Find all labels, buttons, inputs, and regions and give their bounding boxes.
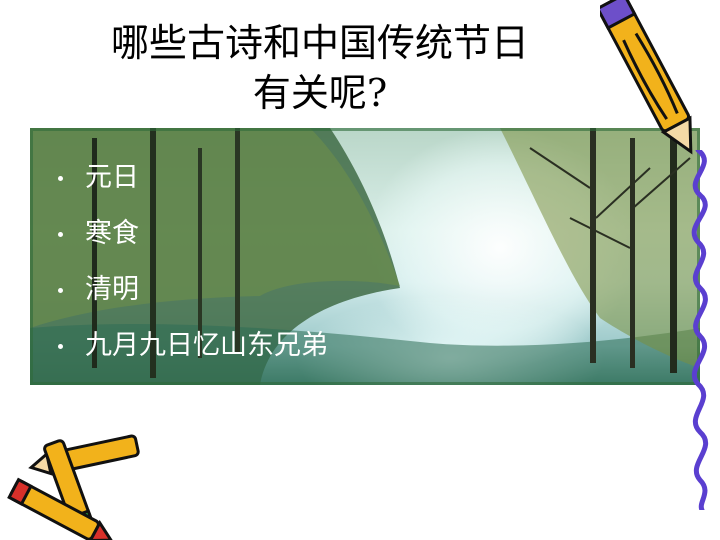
list-item-label: 元日 xyxy=(85,162,139,193)
list-item-label: 寒食 xyxy=(85,218,139,249)
bullet-icon xyxy=(58,343,63,349)
list-item-label: 清明 xyxy=(85,274,139,305)
bullet-icon xyxy=(58,287,63,293)
bullet-icon xyxy=(58,175,63,181)
bullet-icon xyxy=(58,231,63,237)
list-item: 寒食 xyxy=(58,206,328,262)
list-item: 元日 xyxy=(58,150,328,206)
slide-title: 哪些古诗和中国传统节日 有关呢? xyxy=(60,18,580,118)
title-line-1: 哪些古诗和中国传统节日 xyxy=(110,21,529,65)
purple-squiggle-border xyxy=(691,150,709,510)
misty-lake-photo xyxy=(30,128,700,385)
crayons-icon xyxy=(7,434,140,540)
pencil-icon xyxy=(600,0,693,155)
list-item-label: 九月九日忆山东兄弟 xyxy=(85,330,328,361)
festival-poem-list: 元日 寒食 清明 九月九日忆山东兄弟 xyxy=(58,150,328,374)
list-item: 清明 xyxy=(58,262,328,318)
list-item: 九月九日忆山东兄弟 xyxy=(58,318,328,374)
title-line-2: 有关呢? xyxy=(252,71,388,115)
